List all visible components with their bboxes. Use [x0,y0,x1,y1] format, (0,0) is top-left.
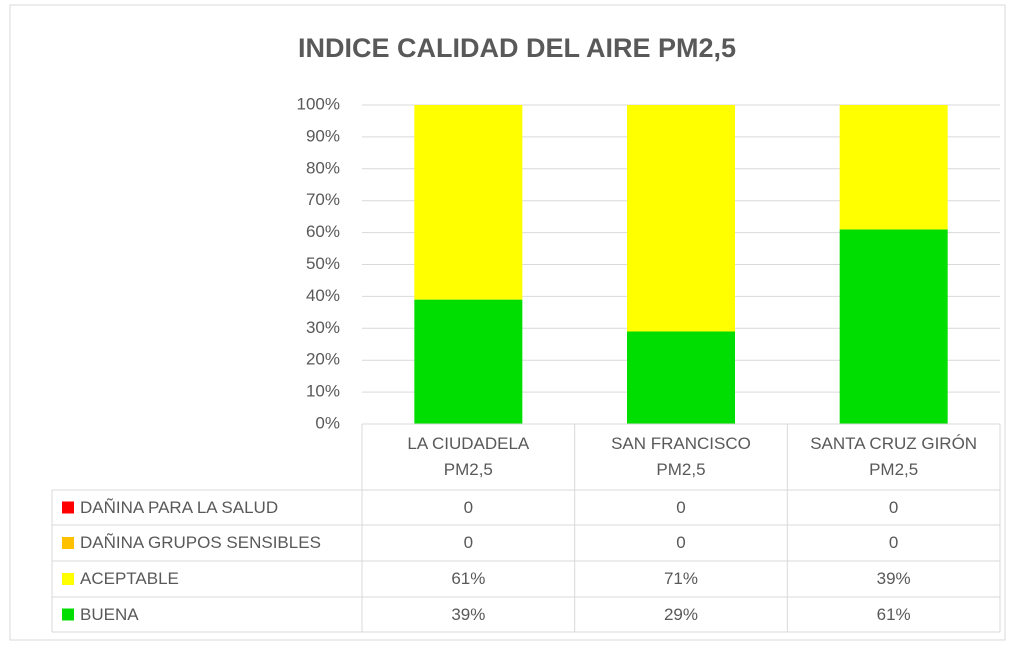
data-table-value: 61% [451,569,486,588]
legend-label: DAÑINA PARA LA SALUD [80,497,279,517]
category-label: SANTA CRUZ GIRÓN PM2,5 [810,434,978,479]
category-label: LA CIUDADELA PM2,5 [407,434,530,479]
legend-label: ACEPTABLE [80,569,179,588]
data-table-value: 0 [888,497,899,517]
data-table-value: 0 [676,497,686,517]
chart-border [9,4,1006,641]
legend-key [62,501,74,514]
chart-title: INDICE CALIDAD DEL AIRE PM2,5 [298,33,736,63]
bar-segment [627,331,735,424]
bar-segment [839,105,948,230]
y-tick-label: 70% [306,190,340,209]
y-tick-label: 50% [306,254,340,273]
data-table-value: 0 [463,533,474,552]
legend-label: DAÑINA GRUPOS SENSIBLES [80,533,321,552]
bar-segment [414,105,523,300]
y-tick-label: 100% [297,94,340,113]
legend-key [62,608,74,621]
data-table-value: 39% [451,604,486,624]
y-tick-label: 40% [306,286,340,305]
data-table-value: 39% [876,569,911,588]
y-tick-label: 60% [306,222,340,241]
bar-segment [839,229,948,424]
legend-key [62,573,74,585]
data-table-value: 29% [663,604,698,624]
bar-segment [627,105,735,332]
data-table-value: 71% [663,569,698,588]
y-tick-label: 10% [306,382,340,401]
legend-label: BUENA [80,604,139,624]
y-tick-label: 90% [306,126,340,145]
y-tick-label: 20% [306,350,340,369]
data-table-value: 61% [876,604,911,624]
y-tick-label: 30% [306,318,340,337]
data-table-value: 0 [676,533,686,552]
y-tick-label: 0% [315,413,340,432]
data-table-value: 0 [463,497,474,517]
y-tick-label: 80% [306,158,340,177]
category-label: SAN FRANCISCO PM2,5 [611,434,751,479]
legend-key [62,537,74,549]
data-table-value: 0 [888,533,899,552]
bar-segment [414,299,523,424]
